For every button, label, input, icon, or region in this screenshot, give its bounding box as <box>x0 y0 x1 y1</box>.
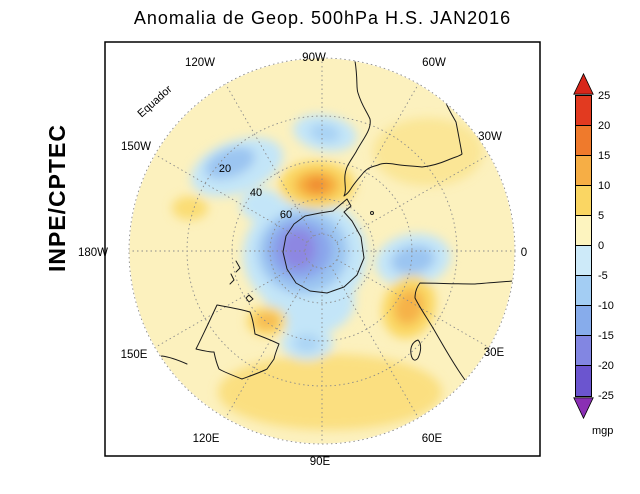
colorbar-tick-label: 10 <box>598 180 611 192</box>
chart-title: Anomalia de Geop. 500hPa H.S. JAN2016 <box>133 8 512 28</box>
colorbar-segment <box>576 186 591 216</box>
lon-label-150e: 150E <box>121 349 148 361</box>
coastline-antarctica <box>282 198 365 294</box>
colorbar-segment <box>576 276 591 306</box>
lat-label-20: 20 <box>219 163 231 175</box>
colorbar-segment <box>576 366 591 396</box>
colorbar-tick-label: -5 <box>598 270 608 282</box>
lon-label-30w: 30W <box>478 131 502 143</box>
lon-label-120e: 120E <box>193 433 220 445</box>
colorbar-segment <box>576 96 591 126</box>
coastline-tasmania <box>245 294 254 303</box>
colorbar-tick-label: 25 <box>598 90 611 102</box>
colorbar-segments <box>575 95 592 397</box>
coastline-new-zealand <box>229 260 241 285</box>
lon-label-90w: 90W <box>302 52 326 64</box>
colorbar-arrow-down-shape <box>573 397 594 419</box>
colorbar <box>573 73 594 419</box>
anomaly-shading <box>129 58 515 444</box>
colorbar-tick-label: -20 <box>598 360 614 372</box>
coastline-madagascar <box>410 339 422 361</box>
lat-label-60: 60 <box>280 209 292 221</box>
coastline-island <box>370 211 374 215</box>
lon-label-0: 0 <box>521 247 527 259</box>
colorbar-tick-label: -25 <box>598 390 614 402</box>
lon-label-180w: 180W <box>78 247 108 259</box>
lat-label-40: 40 <box>250 187 262 199</box>
graticule <box>128 57 516 445</box>
colorbar-tick-label: 5 <box>598 210 605 222</box>
coastline-australia <box>195 304 280 380</box>
lon-label-120w: 120W <box>185 57 215 69</box>
colorbar-segment <box>576 216 591 246</box>
lon-label-30e: 30E <box>484 347 505 359</box>
colorbar-tick-label: 0 <box>598 240 605 252</box>
colorbar-tick-label: 20 <box>598 120 611 132</box>
colorbar-tick-label: 15 <box>598 150 611 162</box>
equator-label: Equador <box>136 83 175 120</box>
coastline-south-america <box>343 58 463 197</box>
colorbar-ticks: 25 20 15 10 5 0 -5 -10 -15 -20 -25 <box>598 90 632 406</box>
colorbar-arrow-down <box>573 397 594 419</box>
lon-label-150w: 150W <box>121 141 151 153</box>
colorbar-segment <box>576 246 591 276</box>
colorbar-segment <box>576 126 591 156</box>
colorbar-arrow-up-shape <box>573 73 594 95</box>
lon-label-90e: 90E <box>310 456 331 468</box>
lon-label-60e: 60E <box>422 433 443 445</box>
coastline-africa <box>414 280 514 381</box>
colorbar-tick-label: -10 <box>598 300 614 312</box>
colorbar-segment <box>576 306 591 336</box>
colorbar-tick-label: -15 <box>598 330 614 342</box>
colorbar-unit-label: mgp <box>592 425 614 437</box>
lon-label-60w: 60W <box>422 57 446 69</box>
colorbar-segment <box>576 336 591 366</box>
colorbar-segment <box>576 156 591 186</box>
colorbar-arrow-up <box>573 73 594 95</box>
map-frame <box>104 41 541 457</box>
